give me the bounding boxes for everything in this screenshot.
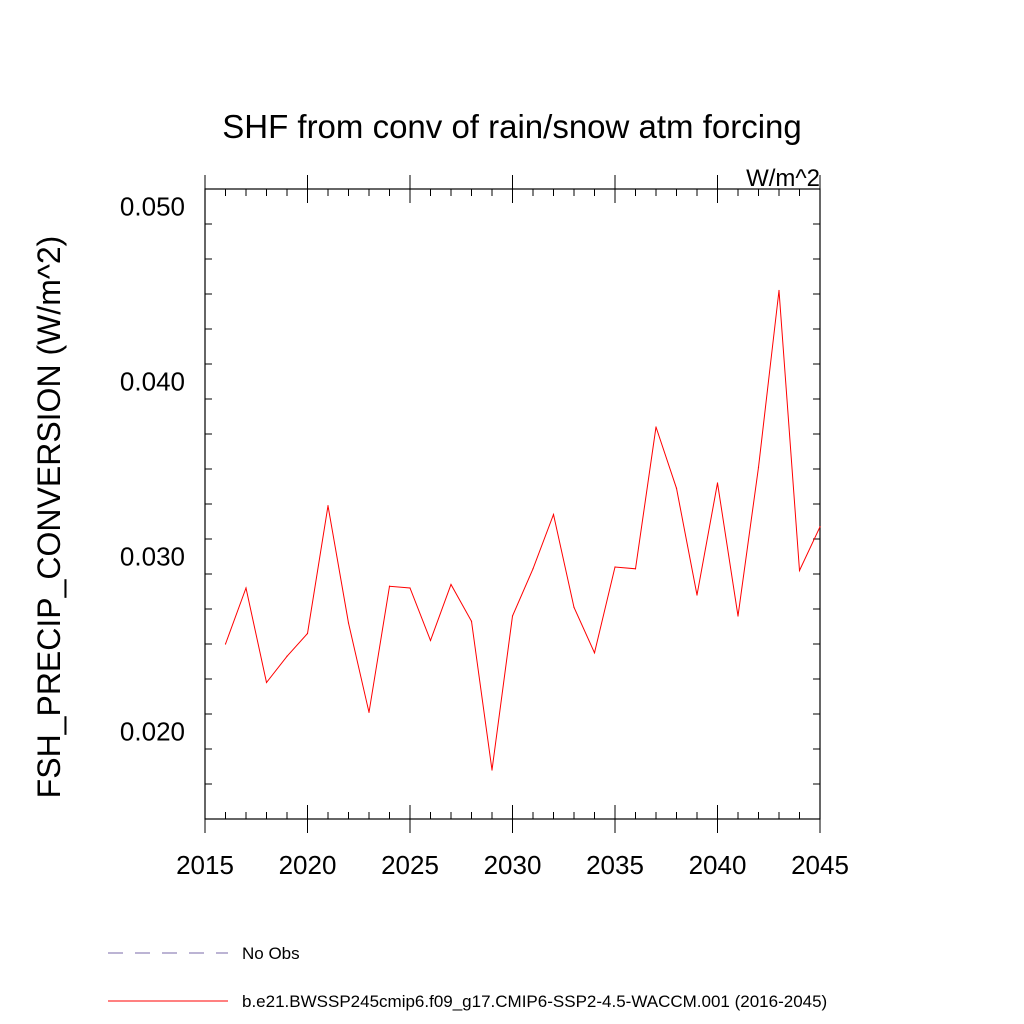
series-layer bbox=[224, 289, 821, 771]
data-point bbox=[614, 566, 616, 568]
data-point bbox=[327, 505, 329, 507]
data-point bbox=[798, 569, 801, 572]
plot-frame bbox=[204, 188, 821, 820]
x-tick-labels: 2015 2020 2025 2030 2035 2040 2045 bbox=[176, 850, 849, 880]
axis-ticks bbox=[204, 175, 821, 833]
y-tick-label: 0.040 bbox=[120, 367, 185, 397]
data-point bbox=[532, 568, 534, 570]
data-point bbox=[368, 711, 370, 713]
legend-label-no-obs: No Obs bbox=[242, 944, 300, 963]
x-tick-label: 2020 bbox=[279, 850, 337, 880]
x-tick-label: 2040 bbox=[689, 850, 747, 880]
data-point bbox=[429, 639, 432, 642]
data-point bbox=[819, 526, 821, 528]
data-point bbox=[245, 587, 247, 589]
data-point bbox=[450, 583, 452, 586]
x-tick-label: 2025 bbox=[381, 850, 439, 880]
data-point bbox=[511, 615, 514, 617]
data-point bbox=[224, 643, 227, 645]
data-point bbox=[347, 622, 350, 624]
y-tick-label: 0.030 bbox=[120, 542, 185, 572]
data-point bbox=[757, 466, 760, 468]
y-axis-label: FSH_PRECIP_CONVERSION (W/m^2) bbox=[31, 236, 67, 799]
data-point bbox=[409, 587, 411, 589]
data-point bbox=[655, 426, 657, 428]
data-point bbox=[470, 620, 473, 622]
x-tick-label: 2045 bbox=[791, 850, 849, 880]
data-point bbox=[716, 482, 719, 484]
x-tick-label: 2035 bbox=[586, 850, 644, 880]
data-point bbox=[491, 769, 493, 771]
data-point bbox=[388, 585, 391, 587]
y-tick-label: 0.020 bbox=[120, 717, 185, 747]
y-tick-labels: 0.020 0.030 0.040 0.050 bbox=[120, 192, 185, 747]
data-point bbox=[696, 594, 698, 596]
x-tick-label: 2030 bbox=[484, 850, 542, 880]
chart-title: SHF from conv of rain/snow atm forcing bbox=[222, 108, 802, 145]
data-point bbox=[552, 513, 555, 516]
y-tick-label: 0.050 bbox=[120, 192, 185, 222]
data-point bbox=[306, 632, 309, 635]
units-label: W/m^2 bbox=[746, 165, 820, 192]
data-point bbox=[593, 652, 596, 654]
data-point bbox=[286, 655, 288, 657]
data-point bbox=[573, 606, 575, 608]
series-line bbox=[225, 290, 821, 771]
data-point bbox=[737, 615, 739, 617]
data-point bbox=[778, 289, 780, 292]
x-tick-label: 2015 bbox=[176, 850, 234, 880]
data-point bbox=[265, 681, 268, 684]
legend-label-model: b.e21.BWSSP245cmip6.f09_g17.CMIP6-SSP2-4… bbox=[242, 992, 827, 1011]
data-point bbox=[634, 568, 637, 570]
legend: No Obs b.e21.BWSSP245cmip6.f09_g17.CMIP6… bbox=[108, 944, 827, 1011]
data-point bbox=[675, 487, 678, 489]
